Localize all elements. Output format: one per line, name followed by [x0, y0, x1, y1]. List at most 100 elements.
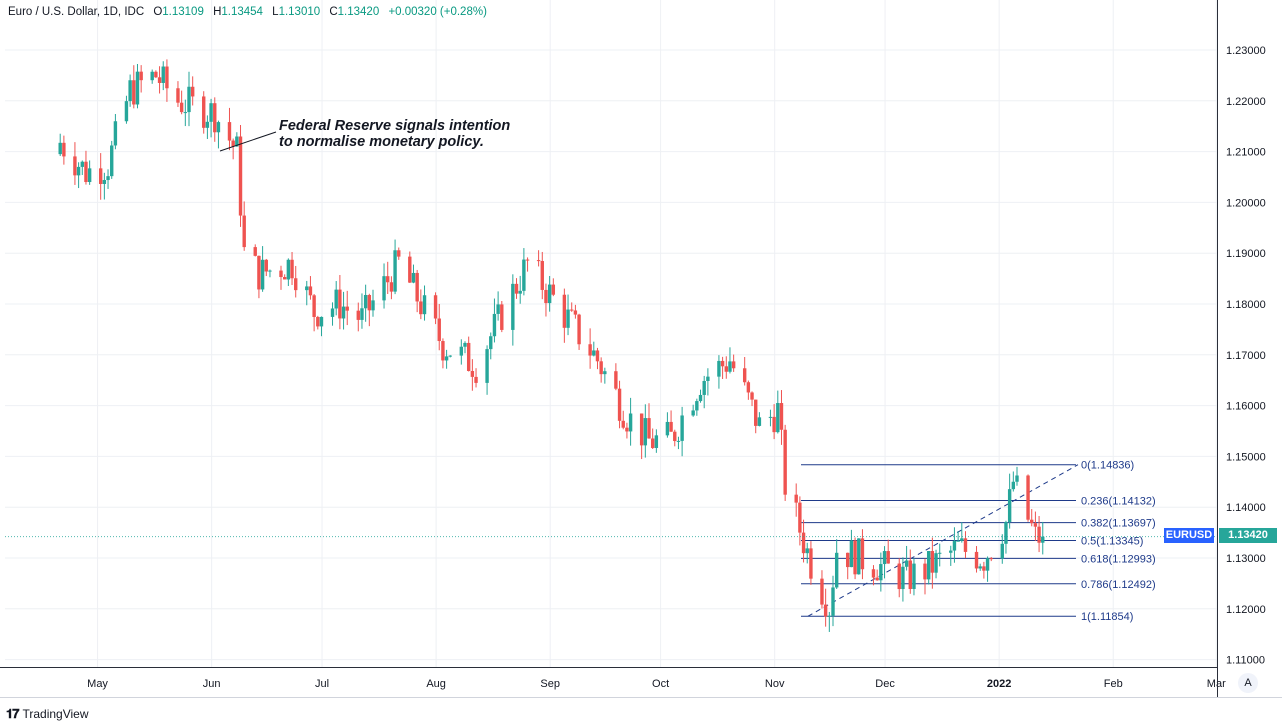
candle-body: [213, 103, 217, 133]
candle: [312, 294, 316, 332]
candle: [625, 422, 629, 439]
candle-body: [444, 356, 449, 361]
candle: [489, 332, 493, 360]
candle-body: [411, 272, 416, 283]
candle: [846, 552, 850, 580]
candle-body: [544, 289, 548, 304]
candle-body: [853, 540, 857, 575]
candle: [190, 76, 195, 106]
candle: [87, 160, 92, 185]
candle: [187, 71, 191, 127]
candle: [934, 549, 938, 579]
annotation-connector: [219, 131, 277, 152]
candle: [382, 263, 386, 309]
auto-scale-button[interactable]: A: [1238, 673, 1258, 693]
high-label: H: [213, 6, 222, 18]
last-price-tag: 1.13420: [1219, 528, 1277, 543]
candle: [798, 496, 802, 546]
candle: [58, 133, 62, 157]
candle: [680, 406, 684, 457]
candle-body: [588, 344, 592, 356]
candle: [102, 172, 107, 200]
y-tick-label: 1.17000: [1226, 350, 1266, 362]
candle-body: [135, 71, 140, 105]
candle: [834, 539, 839, 589]
candle-body: [879, 564, 883, 581]
candle-body: [242, 215, 246, 248]
candle: [750, 391, 754, 407]
candle: [901, 557, 905, 602]
candle-body: [823, 604, 828, 617]
candle: [260, 246, 265, 292]
candle: [132, 65, 136, 109]
candle: [783, 424, 787, 501]
candle: [1007, 473, 1012, 529]
candle: [974, 546, 979, 573]
y-tick-label: 1.19000: [1226, 248, 1266, 260]
candle-body: [798, 502, 802, 533]
candle: [566, 294, 570, 336]
candle: [496, 291, 500, 321]
candle: [128, 74, 132, 107]
candle-body: [319, 316, 324, 327]
candle-body: [923, 563, 927, 580]
candle: [1033, 511, 1038, 541]
candle-body: [441, 341, 445, 361]
candle-body: [363, 294, 368, 309]
candle-body: [286, 259, 291, 280]
candle-body: [573, 310, 578, 315]
candle: [562, 288, 567, 343]
candle-body: [345, 306, 349, 311]
candle: [673, 429, 677, 447]
candle: [875, 569, 879, 581]
candle-body: [522, 259, 526, 291]
candle-body: [934, 553, 938, 573]
candle: [397, 247, 401, 260]
candle-body: [150, 71, 154, 81]
fib-level-label: 0.786(1.12492): [1081, 579, 1156, 591]
candle: [150, 69, 154, 84]
candle-body: [139, 71, 143, 81]
candle-body: [1026, 475, 1030, 520]
candle: [577, 313, 581, 350]
candle-body: [433, 295, 438, 319]
brand-name: TradingView: [22, 707, 89, 721]
candle-body: [1041, 536, 1045, 543]
candle-body: [882, 551, 887, 565]
grid-layer: [5, 0, 1217, 667]
candle-body: [305, 286, 309, 291]
candle: [183, 99, 188, 127]
candle-body: [268, 270, 272, 272]
candle: [691, 404, 695, 417]
candle: [1037, 515, 1041, 553]
candle-body: [1000, 543, 1004, 559]
candle-body: [673, 431, 677, 442]
candle-body: [724, 366, 728, 372]
candle-body: [525, 259, 530, 261]
candle-body: [386, 276, 390, 283]
candle: [823, 588, 828, 627]
candle-body: [647, 418, 651, 439]
candle: [157, 66, 162, 94]
candle: [393, 239, 397, 295]
candle-body: [279, 270, 283, 278]
candle-body: [628, 413, 633, 432]
tradingview-brand[interactable]: 𝟏𝟕 TradingView: [6, 706, 89, 722]
candle: [80, 160, 84, 176]
candle: [938, 543, 942, 567]
candle: [897, 558, 901, 598]
candle: [238, 125, 243, 227]
candle: [617, 380, 622, 429]
candle: [411, 264, 416, 284]
fed-annotation[interactable]: Federal Reserve signals intention to nor…: [279, 118, 510, 150]
candle-body: [496, 304, 500, 314]
candle: [106, 169, 110, 189]
candle-body: [448, 355, 452, 357]
candle-body: [371, 300, 375, 311]
candle-body: [547, 284, 552, 304]
candle: [305, 280, 309, 306]
candle-body: [463, 342, 467, 347]
x-tick-label: Sep: [540, 678, 560, 690]
candle-body: [183, 112, 188, 114]
